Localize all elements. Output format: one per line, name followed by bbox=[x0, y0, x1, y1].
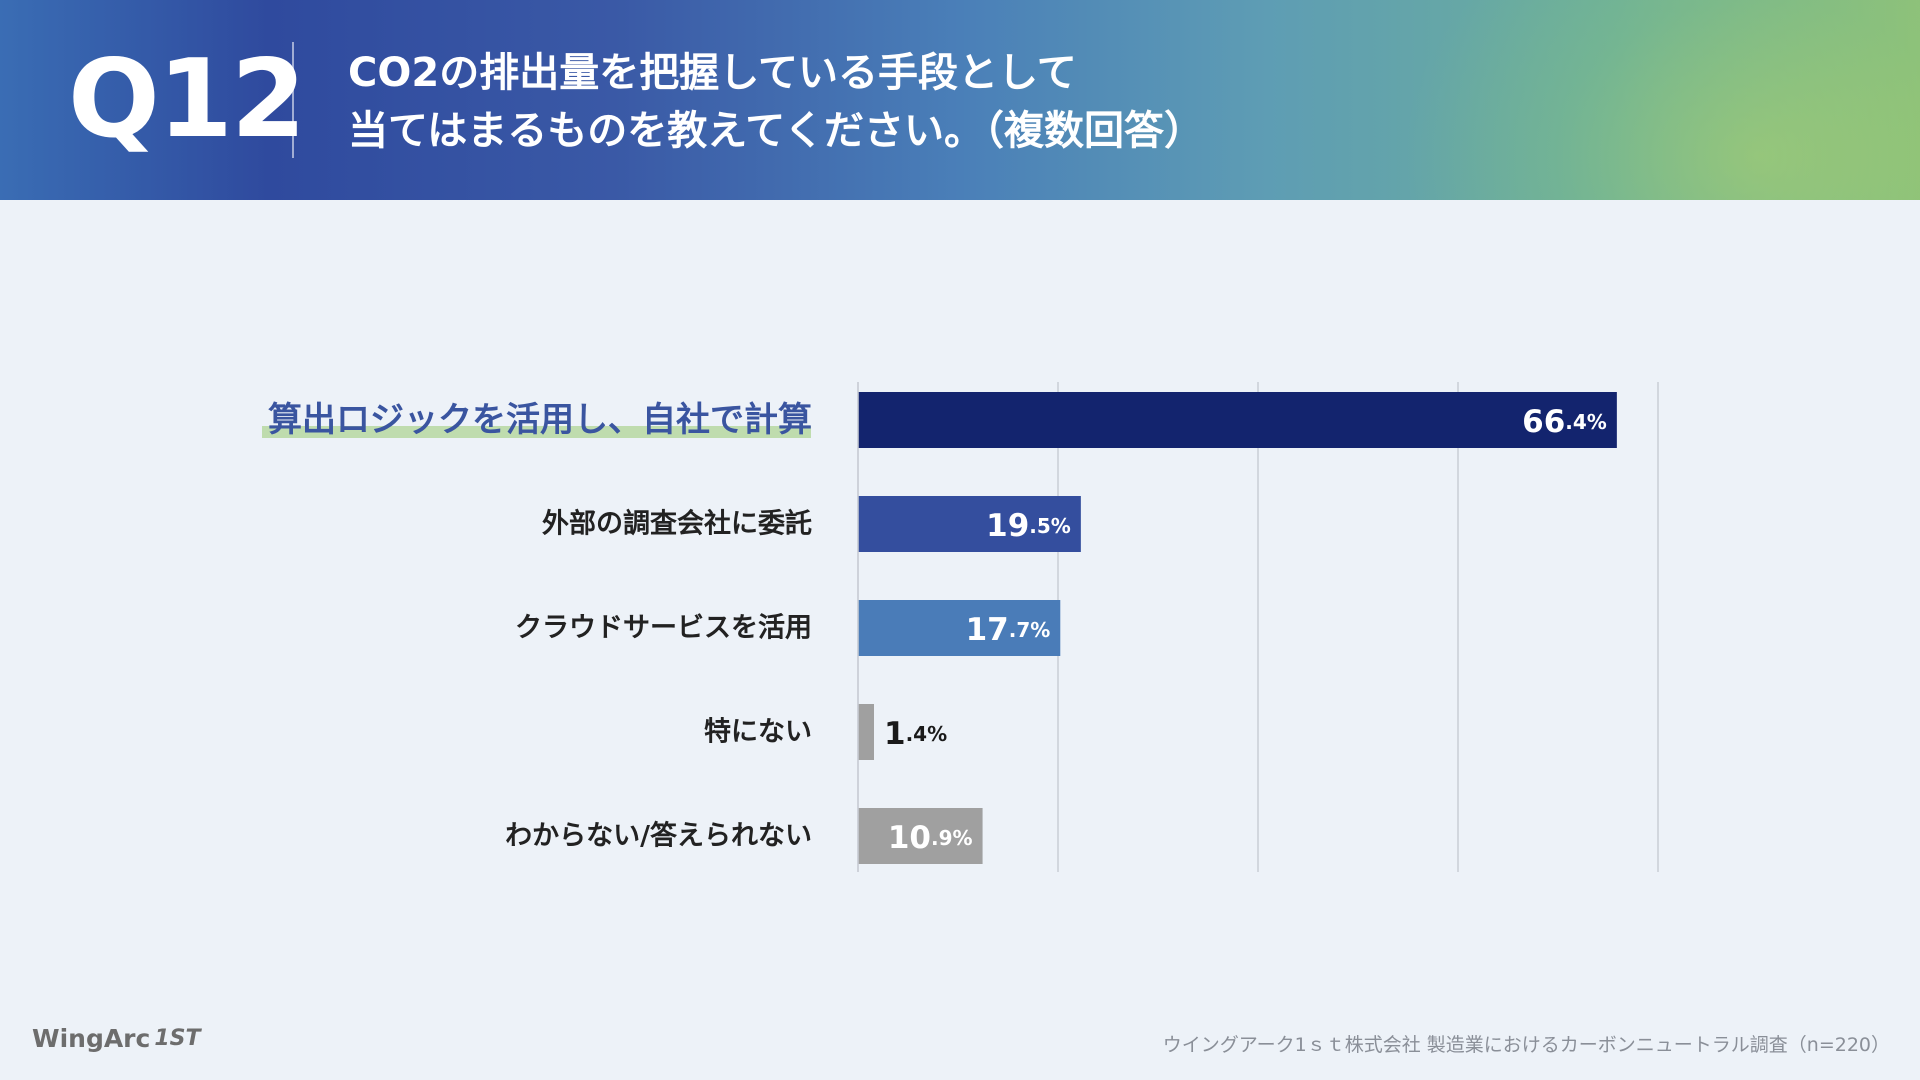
highlight-underline bbox=[262, 426, 811, 438]
header-divider bbox=[292, 42, 294, 158]
category-label: 外部の調査会社に委託 bbox=[542, 508, 812, 540]
bar bbox=[858, 704, 874, 760]
question-number: Q12 bbox=[68, 37, 306, 162]
logo-badge: 1ST bbox=[154, 1025, 201, 1051]
value-label: 66.4% bbox=[1522, 404, 1607, 440]
value-label: 19.5% bbox=[986, 508, 1071, 544]
header-banner: Q12 CO2の排出量を把握している手段として 当てはまるものを教えてください。… bbox=[0, 0, 1920, 200]
wingarc-logo: WingArc 1ST bbox=[32, 1016, 201, 1060]
question-line-1: CO2の排出量を把握している手段として bbox=[348, 50, 1077, 96]
logo-text: WingArc bbox=[32, 1023, 151, 1053]
bar-chart: 算出ロジックを活用し、自社で計算 66.4% 外部の調査会社に委託 19.5% クラウド… bbox=[262, 382, 1659, 872]
category-label: 算出ロジックを活用し、自社で計算 bbox=[268, 400, 812, 440]
bar bbox=[858, 496, 1081, 552]
source-note: ウイングアーク1ｓｔ株式会社 製造業におけるカーボンニュートラル調査（n=220… bbox=[1162, 1034, 1890, 1056]
bar bbox=[858, 600, 1061, 656]
question-line-2: 当てはまるものを教えてください。（複数回答） bbox=[348, 108, 1204, 154]
category-label: クラウドサービスを活用 bbox=[515, 613, 812, 644]
category-label: わからない/答えられない bbox=[505, 820, 812, 852]
header-glow bbox=[1400, 0, 1920, 200]
value-label: 1.4% bbox=[884, 716, 947, 752]
bar bbox=[858, 392, 1617, 448]
category-label: 特にない bbox=[704, 717, 812, 748]
value-label: 10.9% bbox=[888, 820, 973, 856]
question-text: CO2の排出量を把握している手段として 当てはまるものを教えてください。（複数回… bbox=[348, 44, 1548, 160]
bar bbox=[858, 808, 983, 864]
value-label: 17.7% bbox=[966, 612, 1051, 648]
